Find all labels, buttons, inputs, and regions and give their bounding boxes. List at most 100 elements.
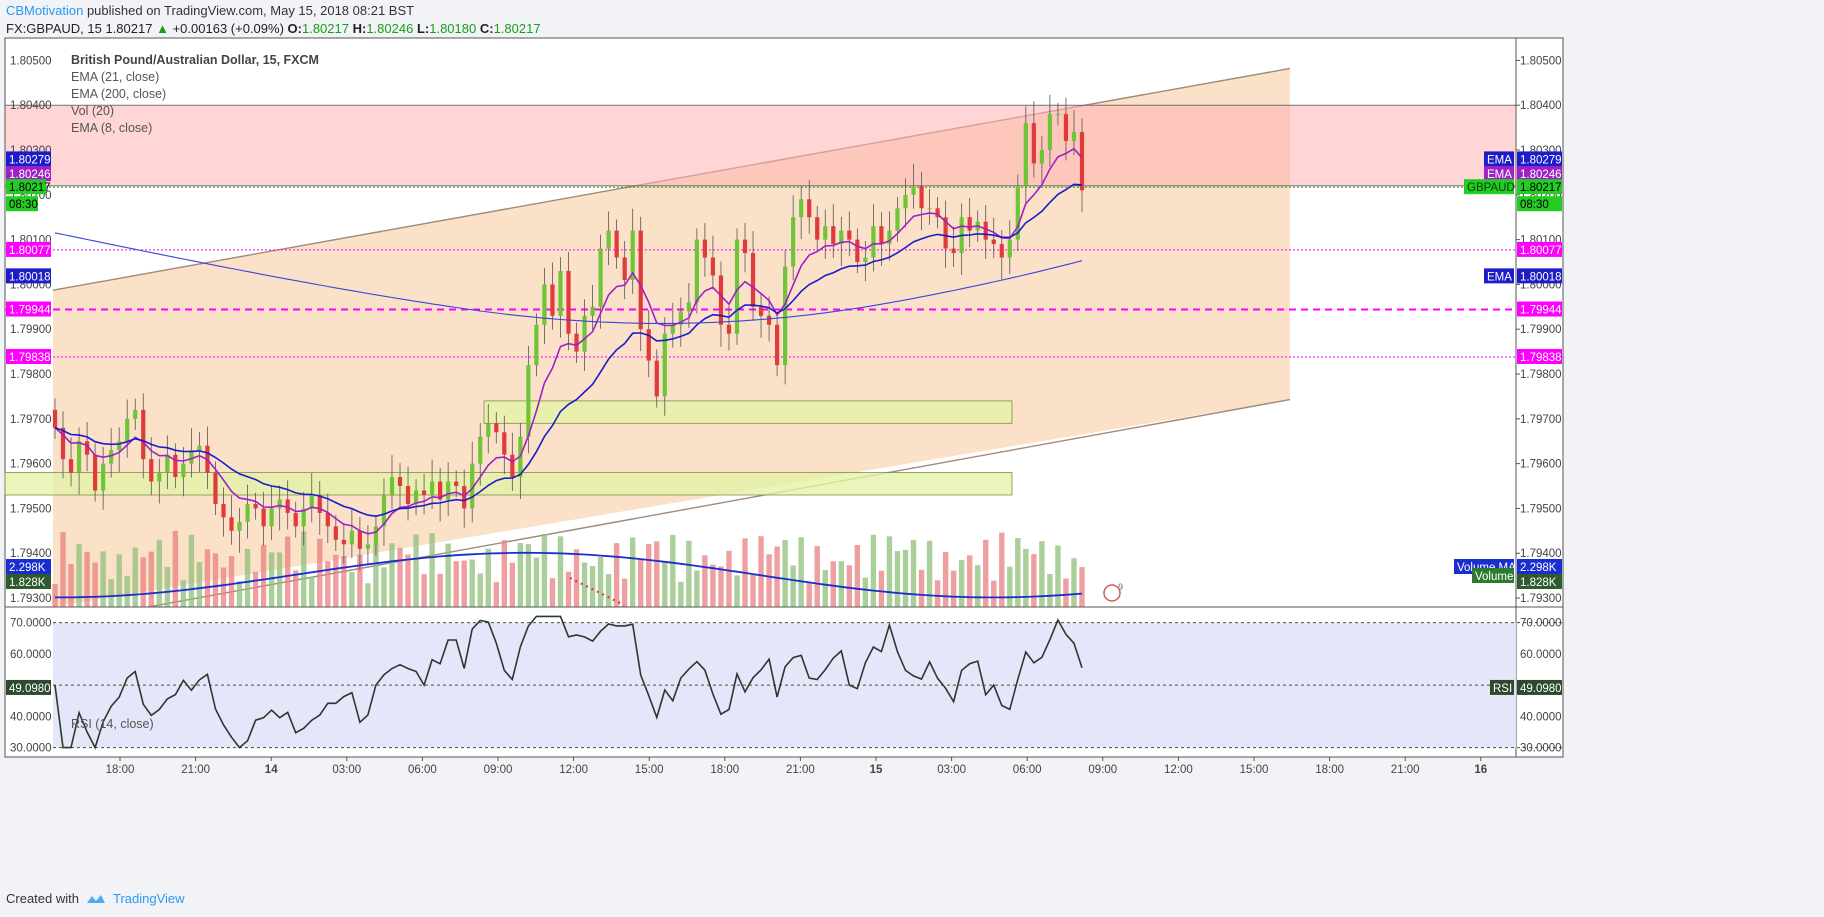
volume-bar: [798, 537, 804, 607]
volume-bar: [325, 561, 331, 607]
time-tick-label: 03:00: [937, 764, 966, 776]
legend-ema200[interactable]: EMA (200, close): [71, 87, 167, 101]
volume-bar: [260, 544, 267, 607]
left-tag-volma-bg: [6, 559, 51, 574]
candle-body: [815, 217, 820, 240]
left-tag-rsi: 49.0980: [9, 683, 51, 695]
volume-bar: [597, 556, 604, 607]
right-label-rsi-bg: [1490, 679, 1514, 695]
right-label-ema21: EMA: [1487, 154, 1512, 166]
candle-body: [791, 217, 796, 267]
candle-body: [430, 481, 435, 495]
volume-bar: [646, 544, 652, 607]
volume-bar: [469, 559, 475, 607]
candle-body: [734, 239, 740, 334]
candle-body: [84, 441, 90, 455]
candle-body: [983, 221, 988, 240]
legend-ema21[interactable]: EMA (21, close): [71, 70, 160, 84]
candle-body: [847, 230, 852, 240]
volume-bar: [124, 575, 130, 607]
time-tick-label: 09:00: [484, 764, 513, 776]
candle-body: [101, 463, 106, 491]
right-tag-ema8-bg: [1517, 166, 1562, 182]
time-tick-label: 16: [1474, 764, 1487, 776]
right-tag-vol-bg: [1517, 574, 1562, 589]
volume-bar: [100, 551, 106, 607]
candle-body: [1079, 132, 1085, 191]
volume-bar: [814, 546, 820, 607]
candle-body: [373, 526, 379, 545]
price-tick-right: 1.79500: [1520, 503, 1562, 515]
volume-bar: [991, 580, 997, 607]
resistance-zone: [4, 104, 1517, 187]
candle-body: [454, 481, 459, 487]
close-value: 1.80217: [493, 21, 541, 36]
volume-bar: [148, 551, 154, 607]
volume-bar: [806, 582, 812, 607]
candle-body: [726, 324, 732, 334]
volume-bar: [276, 552, 283, 607]
candle-body: [526, 365, 531, 437]
volume-bar: [934, 580, 941, 607]
volume-bar: [413, 534, 419, 607]
open-label: O:: [287, 21, 302, 36]
right-tag-last: 1.80217: [1520, 182, 1562, 194]
volume-bar: [389, 543, 395, 607]
rsi-tick-left: 70.0000: [10, 618, 52, 630]
volume-bar: [164, 566, 171, 607]
left-tag-vol: 1.828K: [9, 577, 46, 589]
author-link[interactable]: CBMotivation: [6, 3, 84, 18]
candle-body: [702, 239, 707, 258]
right-tag-rsi-bg: [1517, 679, 1562, 695]
volume-bar: [76, 544, 82, 607]
candle-body: [301, 508, 306, 527]
candle-body: [389, 477, 395, 495]
annotation-dotted-line: [569, 577, 625, 606]
candle-body: [534, 324, 539, 366]
volume-bar: [284, 536, 291, 607]
candle-body: [93, 454, 98, 491]
candle-body: [550, 284, 555, 316]
volume-bar: [92, 562, 98, 607]
volume-bar: [533, 557, 540, 607]
up-arrow-icon: ▲: [156, 21, 169, 36]
left-tag-volma: 2.298K: [9, 562, 46, 574]
price-tick-left: 1.79900: [10, 324, 52, 336]
rsi-legend[interactable]: RSI (14, close): [71, 717, 154, 731]
left-tag-level-0: 1.80077: [9, 245, 51, 257]
volume-bar: [983, 539, 989, 607]
right-label-ema200-bg: [1484, 268, 1514, 284]
legend-vol[interactable]: Vol (20): [71, 104, 115, 118]
time-tick-label: 03:00: [332, 764, 361, 776]
candle-body: [742, 239, 748, 254]
support-zone-upper: [483, 400, 1013, 424]
candle-body: [125, 418, 130, 442]
candle-body: [831, 226, 836, 245]
candle-body: [109, 450, 114, 464]
candle-body: [750, 253, 756, 307]
volume-bar: [718, 566, 724, 607]
volume-bar: [301, 531, 307, 607]
left-tag-level-2-bg: [6, 348, 51, 364]
rsi-line: [54, 615, 1083, 750]
right-tag-ema21-bg: [1517, 151, 1562, 167]
candle-body: [76, 441, 82, 473]
volume-bar: [365, 583, 371, 607]
price-tick-left: 1.80400: [10, 100, 52, 112]
candle-body: [446, 481, 451, 500]
left-tag-ema8: 1.80246: [9, 169, 51, 181]
volume-bar: [188, 534, 195, 607]
volume-bar: [373, 544, 379, 607]
legend-ema8[interactable]: EMA (8, close): [71, 121, 153, 135]
candle-body: [133, 409, 138, 419]
candle-body: [654, 360, 659, 397]
left-tag-ema21-bg: [6, 151, 51, 167]
time-tick-label: 09:00: [1088, 764, 1117, 776]
tradingview-logo-icon: [86, 894, 105, 903]
volume-bar: [950, 570, 957, 607]
rsi-tick-right: 70.0000: [1520, 618, 1562, 630]
volume-bar: [333, 554, 339, 607]
tradingview-link[interactable]: TradingView: [112, 891, 185, 906]
candle-body: [181, 463, 186, 478]
